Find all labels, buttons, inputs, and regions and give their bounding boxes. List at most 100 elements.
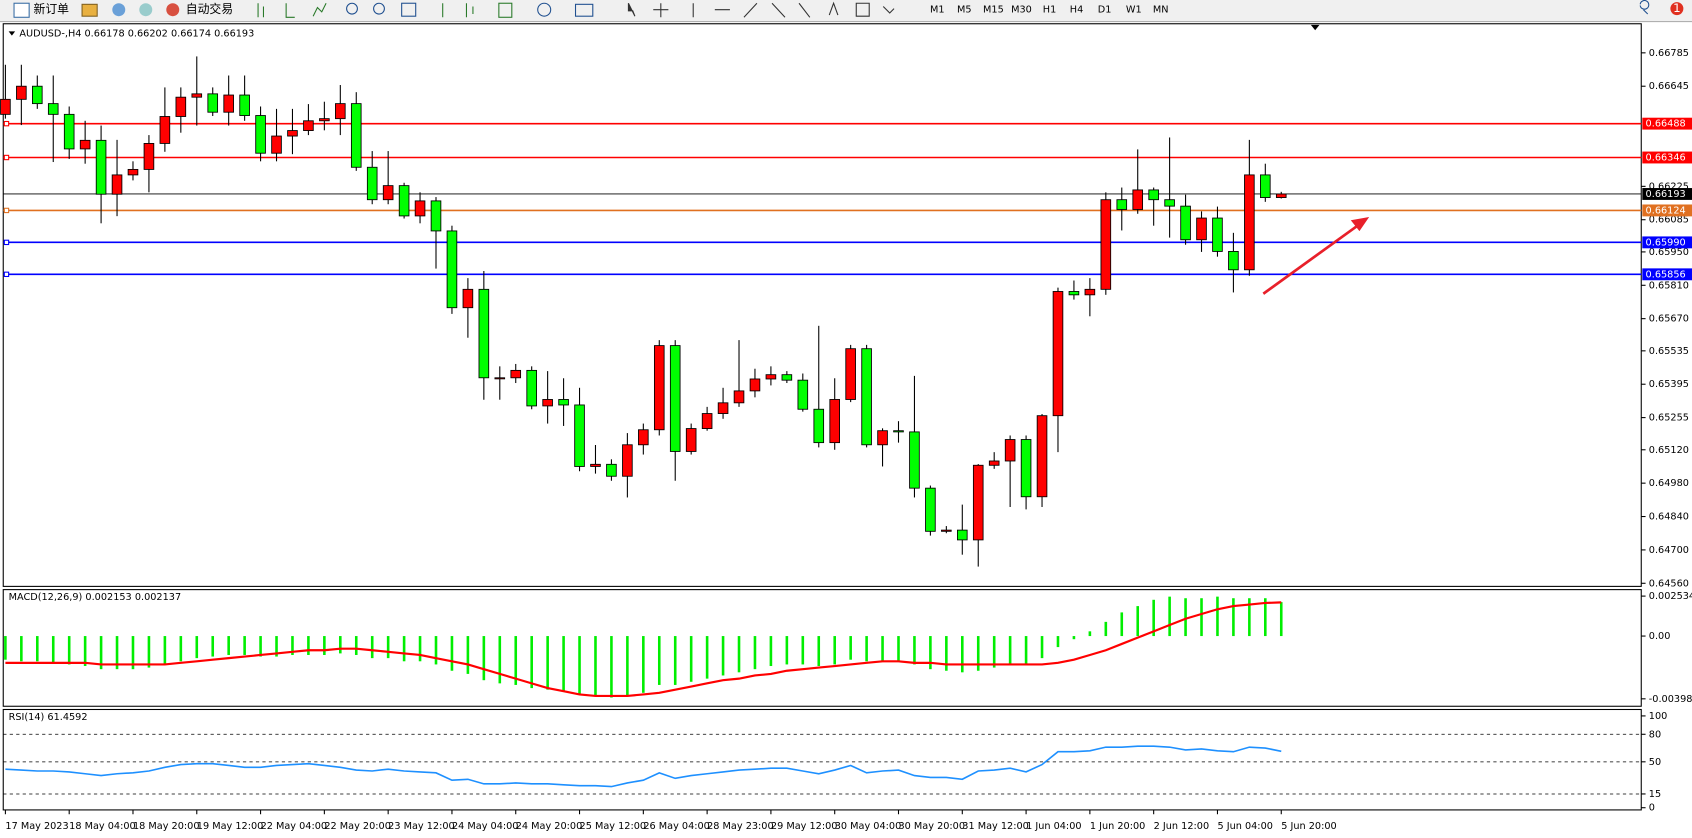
toolbar-icon[interactable] — [81, 3, 98, 17]
macd-bar — [992, 636, 996, 668]
indicators[interactable] — [498, 2, 513, 18]
timeframe[interactable]: M30 — [1011, 5, 1032, 16]
candle-body — [255, 115, 266, 154]
timeframe[interactable]: M15 — [983, 5, 1004, 16]
candle-body — [350, 103, 362, 168]
timeframe[interactable]: M1 — [930, 5, 945, 16]
macd-bar — [20, 636, 23, 662]
toolbar-icon[interactable] — [112, 3, 126, 17]
toolbar-icon[interactable] — [139, 3, 153, 17]
line-tools[interactable] — [653, 1, 870, 18]
periods[interactable] — [537, 2, 552, 17]
candle-body — [1020, 439, 1032, 498]
macd-bar — [546, 636, 549, 690]
candle-body — [972, 464, 984, 541]
timeframe[interactable]: H1 — [1043, 5, 1056, 16]
toolbar-bg — [0, 0, 1692, 22]
macd-bar — [1136, 606, 1140, 637]
macd-bar — [1104, 621, 1108, 637]
cursor[interactable] — [627, 2, 636, 17]
candle-body — [606, 463, 617, 477]
macd-bar — [785, 636, 789, 665]
candle-body — [287, 130, 298, 137]
x-tick-label: 5 Jun 20:00 — [1281, 821, 1336, 832]
annotation-arrow-head — [1350, 217, 1370, 232]
rsi-header: RSI(14) 61.4592 — [9, 712, 88, 723]
macd-signal: 0.002137 — [135, 592, 181, 603]
level-handle — [3, 271, 10, 278]
x-tick-label: 22 May 20:00 — [324, 821, 391, 832]
timeframe[interactable]: MN — [1153, 5, 1169, 16]
timeframe[interactable]: H4 — [1070, 5, 1083, 16]
y-tick-label: 0.66645 — [1649, 81, 1689, 92]
macd-bar — [929, 636, 932, 670]
candle-body — [717, 402, 729, 414]
rsi-line — [5, 745, 1282, 788]
candle-body — [829, 399, 840, 444]
timeframe[interactable]: M5 — [957, 5, 972, 16]
shapes[interactable] — [882, 6, 895, 14]
macd-bar — [115, 636, 119, 670]
macd-bar — [259, 636, 262, 657]
templates[interactable] — [574, 3, 594, 17]
candle-body — [1084, 288, 1096, 296]
notification-count: 1 — [1673, 1, 1681, 15]
macd-bar — [1216, 596, 1219, 637]
macd-bar — [131, 636, 135, 670]
candle-body — [797, 379, 809, 410]
macd-bar — [163, 636, 167, 665]
zoom-in[interactable] — [346, 2, 358, 15]
candle-body — [159, 116, 171, 144]
annotation-arrow — [1262, 222, 1362, 295]
macd-bar — [1008, 636, 1012, 665]
candle-body — [207, 93, 219, 113]
macd-bar — [1184, 598, 1187, 637]
candle-body — [319, 118, 330, 122]
auto-trading-icon[interactable] — [166, 3, 180, 17]
draw-tools[interactable] — [627, 1, 895, 18]
macd-bar — [370, 636, 374, 659]
candle-body — [1100, 199, 1112, 290]
macd-bar — [402, 636, 406, 662]
auto-trading[interactable]: 自动交易 — [186, 2, 233, 16]
high: 0.66202 — [128, 28, 168, 39]
level-handle — [3, 207, 10, 214]
level-label: 0.65990 — [1646, 237, 1686, 248]
y-tick-label: 0.64700 — [1649, 545, 1689, 556]
timeframe[interactable]: W1 — [1126, 5, 1142, 16]
candle-body — [861, 348, 872, 446]
macd-bar — [4, 636, 7, 660]
pane-menu[interactable] — [8, 31, 16, 36]
search[interactable] — [1639, 0, 1650, 15]
macd-bar — [434, 636, 438, 665]
x-tick-label: 23 May 12:00 — [388, 821, 455, 832]
zoom-out[interactable] — [373, 2, 385, 15]
candle-body — [127, 168, 139, 176]
rsi-pane — [2, 708, 1642, 811]
macd-bar — [323, 636, 326, 655]
macd-bar — [689, 636, 693, 682]
new-order-icon[interactable] — [13, 2, 30, 18]
macd-bar — [99, 636, 103, 670]
macd-bar — [179, 636, 183, 662]
macd-bar — [881, 636, 884, 662]
new-order[interactable]: 新订单 — [33, 2, 69, 16]
macd-bar — [976, 636, 980, 671]
macd-bar — [227, 636, 230, 655]
x-tick-label: 28 May 23:00 — [707, 821, 774, 832]
chart-type-icons[interactable] — [257, 2, 327, 18]
scroll-icons[interactable] — [442, 3, 474, 18]
timeframe[interactable]: D1 — [1098, 5, 1112, 16]
tile[interactable] — [401, 2, 417, 17]
y-tick-label: 0.66085 — [1649, 215, 1689, 226]
notification-badge[interactable] — [1670, 2, 1684, 16]
macd-bar — [594, 636, 597, 696]
macd-bar — [945, 636, 948, 671]
candle-body — [111, 174, 123, 195]
x-tick-label: 1 Jun 20:00 — [1090, 821, 1145, 832]
x-tick-label: 24 May 20:00 — [516, 821, 583, 832]
toolbar: 新订单 自动交易 M1 M5 M15 M30 H1 H4 D1 W1 MN 1 — [0, 0, 1692, 23]
level-label: 0.66488 — [1646, 119, 1686, 130]
chart-tools[interactable] — [257, 2, 594, 18]
candle-body — [781, 374, 793, 381]
